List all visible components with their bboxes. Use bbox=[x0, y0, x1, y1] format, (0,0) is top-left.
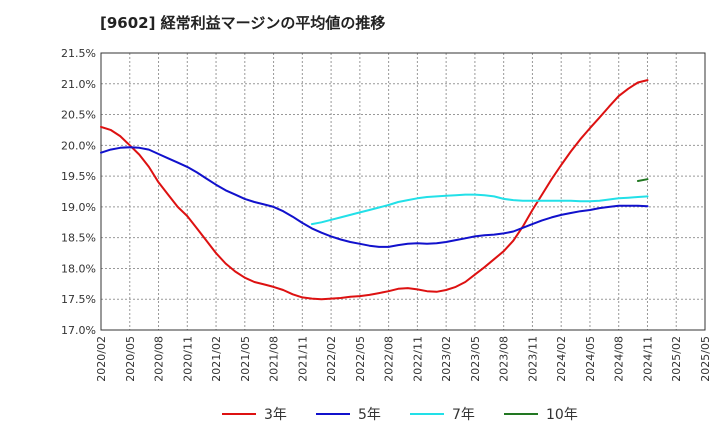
y-tick-label: 20.5% bbox=[61, 109, 96, 122]
x-tick-label: 2021/02 bbox=[210, 336, 223, 382]
x-tick-label: 2021/08 bbox=[268, 336, 281, 382]
x-tick-label: 2020/05 bbox=[124, 336, 137, 382]
chart-title: [9602] 経常利益マージンの平均値の推移 bbox=[100, 14, 386, 32]
legend: 3年 5年 7年 10年 bbox=[222, 407, 578, 423]
x-tick-label: 2021/05 bbox=[239, 336, 252, 382]
x-tick-label: 2020/08 bbox=[153, 336, 166, 382]
legend-label: 10年 bbox=[546, 407, 578, 423]
y-tick-label: 20.0% bbox=[61, 139, 96, 152]
x-tick-label: 2022/11 bbox=[411, 336, 424, 382]
y-tick-label: 19.5% bbox=[61, 170, 96, 183]
y-tick-label: 18.0% bbox=[61, 262, 96, 275]
x-tick-label: 2025/05 bbox=[699, 336, 712, 382]
series-line-3 bbox=[310, 193, 649, 226]
x-tick-label: 2022/08 bbox=[383, 336, 396, 382]
y-tick-label: 17.5% bbox=[61, 293, 96, 306]
x-tick-label: 2022/02 bbox=[325, 336, 338, 382]
x-tick-label: 2025/02 bbox=[670, 336, 683, 382]
x-tick-label: 2023/11 bbox=[526, 336, 539, 382]
legend-label: 7年 bbox=[452, 407, 475, 423]
series-line-4 bbox=[636, 178, 649, 182]
x-tick-label: 2024/08 bbox=[613, 336, 626, 382]
legend-label: 5年 bbox=[358, 407, 381, 423]
x-tick-label: 2024/11 bbox=[641, 336, 654, 382]
x-tick-label: 2023/05 bbox=[469, 336, 482, 382]
series-line-2 bbox=[100, 146, 649, 248]
x-tick-label: 2020/02 bbox=[95, 336, 108, 382]
plot-frame bbox=[100, 52, 706, 331]
x-tick-label: 2022/05 bbox=[354, 336, 367, 382]
y-tick-label: 17.0% bbox=[61, 324, 96, 337]
y-tick-label: 19.0% bbox=[61, 201, 96, 214]
y-tick-label: 21.0% bbox=[61, 78, 96, 91]
legend-label: 3年 bbox=[264, 407, 287, 423]
x-tick-label: 2023/02 bbox=[440, 336, 453, 382]
x-axis: 2020/02 2020/05 2020/08 2020/11 2021/02 2021/… bbox=[95, 336, 712, 382]
y-tick-label: 21.5% bbox=[61, 47, 96, 60]
x-tick-label: 2024/05 bbox=[584, 336, 597, 382]
y-tick-label: 18.5% bbox=[61, 232, 96, 245]
x-tick-label: 2024/02 bbox=[555, 336, 568, 382]
series-lines bbox=[100, 79, 649, 301]
x-tick-label: 2021/11 bbox=[296, 336, 309, 382]
x-tick-label: 2023/08 bbox=[498, 336, 511, 382]
plot-border bbox=[100, 52, 706, 331]
y-axis: 17.0% 17.5% 18.0% 18.5% 19.0% 19.5% 20.0% 20.5%… bbox=[61, 47, 96, 337]
series-line-1 bbox=[100, 79, 649, 301]
x-tick-label: 2020/11 bbox=[181, 336, 194, 382]
